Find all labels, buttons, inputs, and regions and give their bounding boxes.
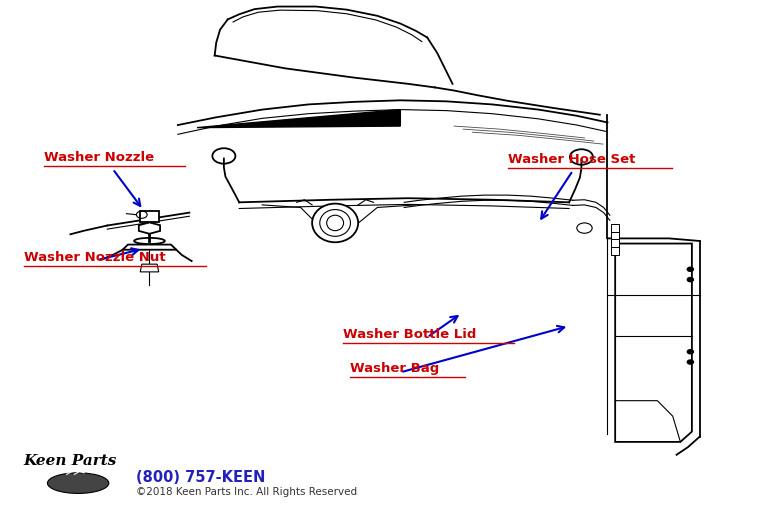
Circle shape: [688, 278, 694, 282]
Text: Washer Nozzle: Washer Nozzle: [44, 151, 154, 164]
Ellipse shape: [320, 210, 350, 236]
Polygon shape: [122, 244, 176, 250]
Text: Washer Bottle Lid: Washer Bottle Lid: [343, 328, 476, 341]
Ellipse shape: [134, 238, 165, 244]
Bar: [611, 232, 619, 240]
Text: Washer Hose Set: Washer Hose Set: [507, 153, 635, 166]
Text: Keen Parts: Keen Parts: [23, 454, 116, 468]
Polygon shape: [197, 110, 400, 127]
Bar: [611, 224, 619, 232]
Text: ©2018 Keen Parts Inc. All Rights Reserved: ©2018 Keen Parts Inc. All Rights Reserve…: [136, 487, 357, 497]
Text: (800) 757-KEEN: (800) 757-KEEN: [136, 470, 265, 484]
Bar: [611, 239, 619, 248]
Text: Washer Nozzle Nut: Washer Nozzle Nut: [25, 251, 166, 264]
Ellipse shape: [326, 215, 343, 231]
Ellipse shape: [312, 204, 358, 242]
Circle shape: [688, 267, 694, 271]
Ellipse shape: [48, 473, 109, 494]
Bar: [611, 247, 619, 255]
Polygon shape: [139, 222, 160, 234]
Polygon shape: [140, 264, 159, 272]
Text: Washer Bag: Washer Bag: [350, 362, 440, 375]
Circle shape: [688, 360, 694, 364]
Bar: [140, 211, 159, 222]
Circle shape: [688, 350, 694, 354]
